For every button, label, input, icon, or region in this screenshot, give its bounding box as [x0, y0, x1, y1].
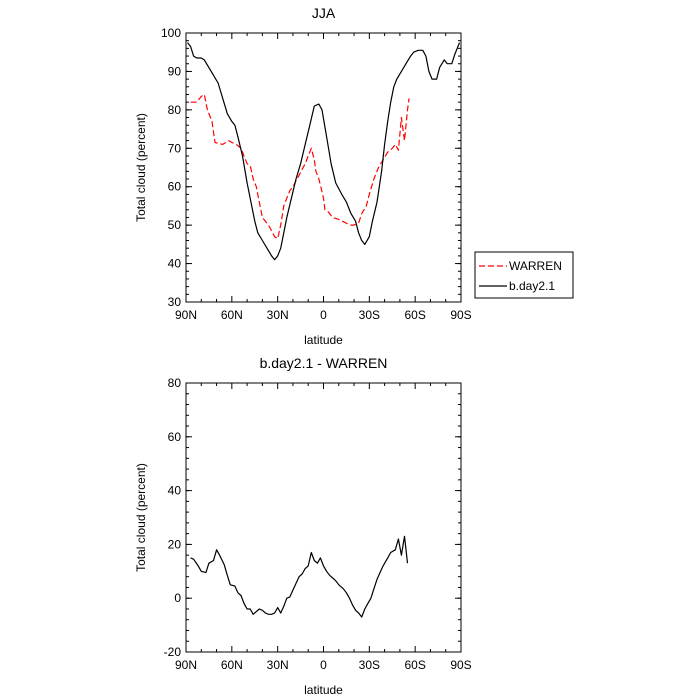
y-tick-label: 40: [168, 484, 182, 498]
y-tick-label: 60: [168, 430, 182, 444]
x-axis-label: latitude: [304, 683, 343, 697]
plot-frame: [185, 32, 462, 303]
x-tick-label: 60S: [404, 308, 425, 322]
plot-frame: [185, 382, 462, 653]
y-tick-label: 90: [168, 64, 182, 78]
chart-title: JJA: [312, 5, 336, 21]
jja-zonal-cloud-plot: JJA 90N 60N 30N 0 30S 60S 90S 30 40 50 60 70 80 90 100 l…: [134, 5, 472, 347]
x-tick-label: 30N: [267, 658, 289, 672]
legend-label: b.day2.1: [509, 279, 555, 293]
series-line-warren: [190, 93, 410, 240]
y-tick-label: -20: [164, 645, 182, 659]
x-tick-label: 60N: [221, 308, 243, 322]
x-tick-label: 30N: [267, 308, 289, 322]
y-tick-label: 50: [168, 218, 182, 232]
legend: WARREN b.day2.1: [474, 251, 574, 299]
series-line-difference: [190, 535, 409, 618]
difference-plot: b.day2.1 - WARREN 90N 60N 30N 0 30S 60S 90S -20 0…: [134, 355, 472, 697]
y-tick-label: 30: [168, 295, 182, 309]
y-tick-label: 0: [174, 591, 181, 605]
x-tick-label: 30S: [359, 308, 380, 322]
y-tick-label: 40: [168, 257, 182, 271]
x-tick-label: 60S: [404, 658, 425, 672]
y-tick-label: 60: [168, 180, 182, 194]
x-axis-label: latitude: [304, 333, 343, 347]
series-line-b-day2-1: [187, 42, 461, 261]
x-tick-label: 90S: [450, 308, 471, 322]
y-axis-label: Total cloud (percent): [134, 463, 148, 572]
x-tick-label: 90S: [450, 658, 471, 672]
y-tick-label: 80: [168, 376, 182, 390]
y-axis-label: Total cloud (percent): [134, 113, 148, 222]
x-tick-label: 0: [320, 658, 327, 672]
y-tick-label: 80: [168, 103, 182, 117]
x-tick-label: 90N: [175, 658, 197, 672]
x-tick-label: 90N: [175, 308, 197, 322]
chart-title: b.day2.1 - WARREN: [260, 355, 388, 371]
x-tick-label: 60N: [221, 658, 243, 672]
x-tick-label: 30S: [359, 658, 380, 672]
x-tick-label: 0: [320, 308, 327, 322]
legend-label: WARREN: [509, 259, 562, 273]
legend-box: [474, 251, 574, 299]
y-tick-label: 20: [168, 537, 182, 551]
y-tick-label: 70: [168, 141, 182, 155]
y-tick-label: 100: [161, 26, 181, 40]
